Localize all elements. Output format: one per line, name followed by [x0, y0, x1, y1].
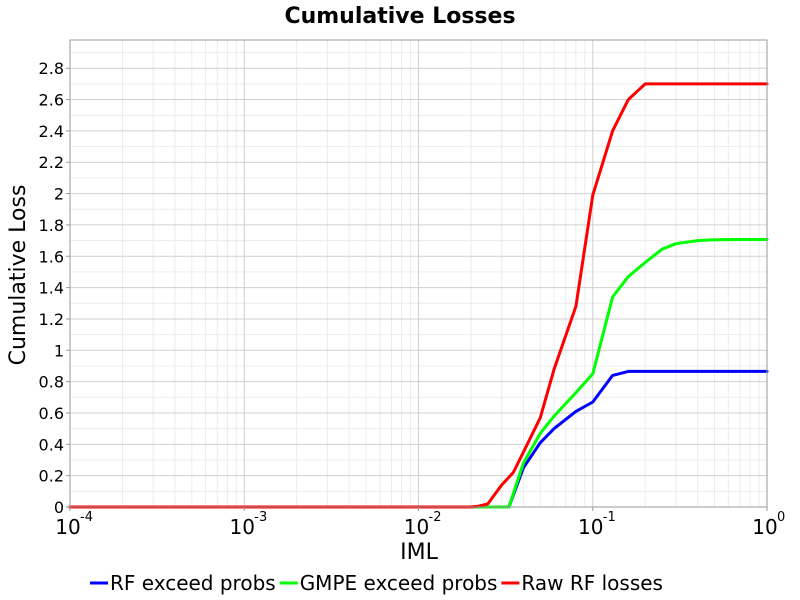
y-tick-label: 2.4	[39, 122, 64, 141]
x-tick-label-base: 10	[55, 515, 80, 539]
y-tick-label: 2.2	[39, 153, 64, 172]
x-axis-ticks: 10 -4 10 -3 10 -2 10 -1 10 0	[55, 507, 785, 539]
legend-label-1: RF exceed probs	[110, 571, 276, 595]
y-tick-label: 1.2	[39, 310, 64, 329]
y-tick-label: 0.2	[39, 467, 64, 486]
legend-label-2: GMPE exceed probs	[300, 571, 498, 595]
y-tick-label: 2.6	[39, 91, 64, 110]
y-tick-label: 1.4	[39, 279, 64, 298]
x-tick-label-base: 10	[752, 515, 777, 539]
x-tick-label-exponent: -2	[429, 510, 442, 525]
x-tick-label-base: 10	[578, 515, 603, 539]
y-tick-label: 1.8	[39, 216, 64, 235]
y-tick-label: 2	[54, 185, 64, 204]
x-tick-label-base: 10	[230, 515, 255, 539]
x-tick-label-exponent: -3	[254, 510, 267, 525]
chart-title: Cumulative Losses	[284, 4, 515, 29]
y-tick-label: 2.8	[39, 59, 64, 78]
legend: RF exceed probs GMPE exceed probs Raw RF l…	[90, 571, 663, 595]
y-tick-label: 0.4	[39, 435, 64, 454]
y-axis-ticks: 0 0.2 0.4 0.6 0.8 1 1.2 1.4 1.6 1.8 2 2.2 2.4 2.6 2.8	[39, 59, 70, 517]
y-tick-label: 0.8	[39, 373, 64, 392]
x-tick-label-base: 10	[404, 515, 429, 539]
y-tick-label: 0.6	[39, 404, 64, 423]
x-axis-label: IML	[400, 540, 438, 565]
y-tick-label: 1.6	[39, 247, 64, 266]
y-tick-label: 1	[54, 341, 64, 360]
x-tick-label-exponent: -4	[80, 510, 93, 525]
y-tick-label: 0	[54, 498, 64, 517]
x-tick-label-exponent: -1	[603, 510, 616, 525]
x-tick-label-exponent: 0	[777, 510, 785, 525]
legend-label-3: Raw RF losses	[521, 571, 663, 595]
y-axis-label: Cumulative Loss	[6, 185, 31, 366]
minor-gridlines	[70, 40, 767, 507]
